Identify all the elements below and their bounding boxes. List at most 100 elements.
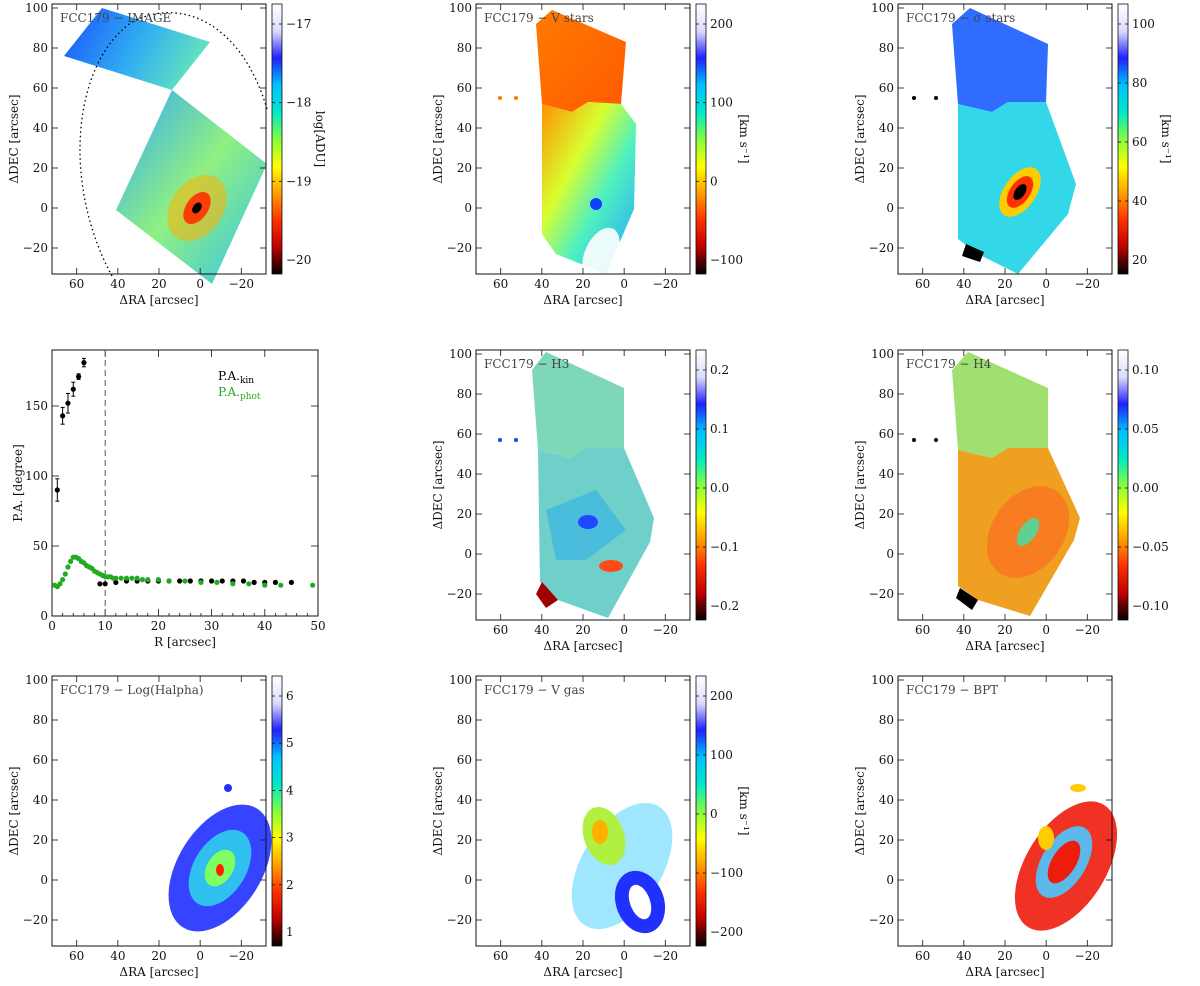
- legend-entry: P.A.phot: [218, 385, 261, 402]
- y-tick-label: 60: [879, 81, 894, 95]
- x-axis-label: ΔRA [arcsec]: [543, 293, 622, 307]
- colorbar-tick-label: 0.0: [710, 481, 729, 495]
- data-point: [288, 579, 294, 585]
- colorbar-label: [km s⁻¹]: [1159, 114, 1173, 163]
- y-tick-label: 40: [457, 121, 472, 135]
- x-tick-label: 40: [956, 949, 971, 963]
- series-paphot: [52, 554, 316, 590]
- x-tick-label: 40: [110, 949, 125, 963]
- y-tick-label: 0: [40, 201, 48, 215]
- y-tick-label: 100: [25, 1, 48, 15]
- x-tick-label: 0: [1042, 277, 1050, 291]
- colorbar-gradient: [695, 675, 707, 947]
- x-tick-label: 40: [956, 623, 971, 637]
- y-axis-label: ΔDEC [arcsec]: [7, 767, 21, 856]
- map-sigma-stars: [912, 8, 1076, 274]
- x-tick-label: 40: [257, 619, 272, 633]
- map-bpt: [1014, 784, 1118, 931]
- colorbar-tick-label: −18: [286, 96, 311, 110]
- x-tick-label: 60: [915, 949, 930, 963]
- panel-title: FCC179 − IMAGE: [60, 11, 171, 25]
- x-tick-label: 60: [915, 277, 930, 291]
- x-axis-label: ΔRA [arcsec]: [543, 965, 622, 979]
- colorbar-gradient: [695, 3, 707, 275]
- colorbar: 100 80 60 40 20 [km s⁻¹]: [1117, 3, 1173, 275]
- panel-title: FCC179 − H3: [484, 357, 569, 371]
- map-image: [64, 8, 267, 284]
- panel-image: 60 40 20 0 −20 −20 0 20 40 60 80 100 FCC179 − IMAGE Δ…: [7, 1, 327, 307]
- panel-title: FCC179 − Log(Halpha): [60, 683, 204, 697]
- colorbar-tick-label: 0: [710, 174, 718, 188]
- data-point: [60, 577, 66, 583]
- y-tick-label: −20: [447, 913, 472, 927]
- y-tick-label: 100: [25, 673, 48, 687]
- y-tick-label: 50: [33, 539, 48, 553]
- colorbar-tick-label: −0.1: [710, 540, 739, 554]
- y-tick-label: 40: [879, 121, 894, 135]
- data-point: [166, 578, 172, 584]
- x-tick-label: 0: [196, 277, 204, 291]
- y-tick-label: 40: [879, 793, 894, 807]
- y-tick-label: −20: [23, 913, 48, 927]
- map-v-stars: [498, 10, 636, 281]
- panel-title: FCC179 − H4: [906, 357, 992, 371]
- map-v-gas: [571, 802, 673, 934]
- x-tick-label: 0: [620, 949, 628, 963]
- x-tick-label: 60: [493, 623, 508, 637]
- y-tick-label: 0: [886, 547, 894, 561]
- x-tick-label: −20: [229, 949, 254, 963]
- y-tick-label: 0: [464, 873, 472, 887]
- colorbar-tick-label: 1: [286, 925, 294, 939]
- y-tick-label: 20: [457, 507, 472, 521]
- colorbar-tick-label: 0: [710, 807, 718, 821]
- y-tick-label: 80: [457, 713, 472, 727]
- y-tick-label: −20: [869, 587, 894, 601]
- x-tick-label: 50: [310, 619, 325, 633]
- colorbar-tick-label: 6: [286, 689, 294, 703]
- colorbar-tick-label: −20: [286, 253, 311, 267]
- y-axis-label: ΔDEC [arcsec]: [853, 95, 867, 184]
- colorbar: 200 100 0 −100 [km s⁻¹]: [695, 3, 751, 275]
- y-tick-label: 60: [457, 81, 472, 95]
- y-tick-label: 60: [879, 427, 894, 441]
- colorbar-tick-label: 20: [1132, 253, 1147, 267]
- y-tick-label: 0: [464, 547, 472, 561]
- x-tick-label: 60: [69, 949, 84, 963]
- y-tick-label: 20: [33, 161, 48, 175]
- y-tick-label: 60: [33, 81, 48, 95]
- map-log-halpha: [168, 784, 272, 932]
- data-point: [230, 581, 236, 587]
- x-tick-label: −20: [653, 949, 678, 963]
- data-point: [214, 579, 220, 585]
- data-point: [113, 579, 119, 585]
- y-tick-label: 40: [33, 793, 48, 807]
- y-axis-label: ΔDEC [arcsec]: [853, 441, 867, 530]
- map-h3: [498, 352, 654, 618]
- colorbar-tick-label: 0.00: [1132, 481, 1159, 495]
- map-h4: [912, 352, 1080, 616]
- colorbar: −17 −18 −19 −20 log[ADU]: [271, 3, 327, 275]
- colorbar-tick-label: 100: [710, 96, 733, 110]
- data-point: [272, 579, 279, 585]
- data-point: [145, 577, 151, 583]
- colorbar-tick-label: −0.10: [1132, 599, 1169, 613]
- panel-log-halpha: 60 40 20 0 −20 −20 0 20 40 60 80 100 FCC179 − Log(Ha…: [7, 673, 294, 979]
- x-tick-label: 60: [915, 623, 930, 637]
- y-tick-label: 20: [457, 833, 472, 847]
- y-tick-label: 60: [33, 753, 48, 767]
- data-point: [262, 582, 268, 588]
- data-point: [182, 578, 188, 584]
- colorbar-tick-label: 60: [1132, 135, 1147, 149]
- x-tick-label: −20: [229, 277, 254, 291]
- y-tick-label: 60: [457, 753, 472, 767]
- y-tick-label: 100: [871, 1, 894, 15]
- data-point: [310, 582, 316, 588]
- y-axis-label: ΔDEC [arcsec]: [853, 767, 867, 856]
- y-tick-label: 0: [464, 201, 472, 215]
- x-tick-label: 20: [575, 949, 590, 963]
- y-tick-label: 0: [40, 873, 48, 887]
- x-tick-label: 10: [98, 619, 113, 633]
- y-tick-label: 100: [871, 347, 894, 361]
- x-tick-label: 0: [620, 623, 628, 637]
- data-point: [118, 575, 124, 581]
